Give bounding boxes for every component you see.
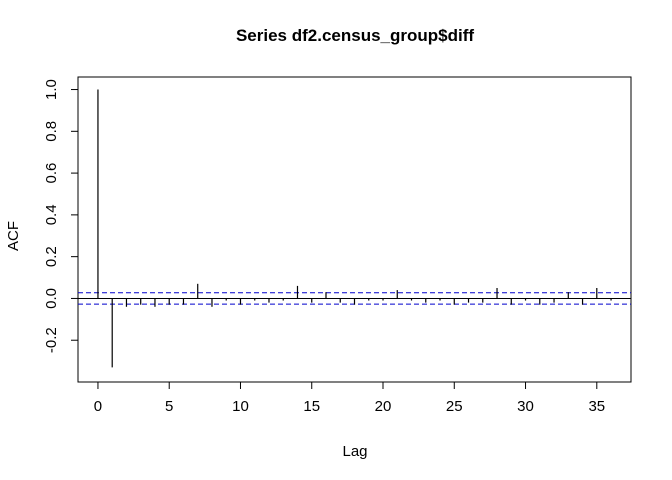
x-axis: 0 5 10 15 20 25 30 35 xyxy=(94,381,605,415)
x-tick-label: 25 xyxy=(446,398,463,415)
y-axis: -0.2 0.0 0.2 0.4 0.6 0.8 1.0 xyxy=(43,79,79,353)
acf-marks xyxy=(78,89,631,368)
x-tick-label: 15 xyxy=(303,398,320,415)
x-tick-label: 35 xyxy=(588,398,605,415)
x-tick-label: 5 xyxy=(165,398,173,415)
x-tick-label: 10 xyxy=(232,398,249,415)
y-tick-label: -0.2 xyxy=(43,327,60,353)
y-axis-label: ACF xyxy=(5,221,22,251)
plot-frame xyxy=(77,76,632,383)
x-tick-label: 20 xyxy=(375,398,392,415)
chart-title: Series df2.census_group$diff xyxy=(236,26,474,45)
x-tick-label: 30 xyxy=(517,398,534,415)
x-axis-label: Lag xyxy=(342,443,367,460)
y-tick-label: 1.0 xyxy=(43,79,60,100)
y-tick-label: 0.2 xyxy=(43,246,60,267)
y-tick-label: 0.0 xyxy=(43,288,60,309)
y-tick-label: 0.4 xyxy=(43,204,60,225)
y-tick-label: 0.8 xyxy=(43,121,60,142)
x-tick-label: 0 xyxy=(94,398,102,415)
y-tick-label: 0.6 xyxy=(43,163,60,184)
